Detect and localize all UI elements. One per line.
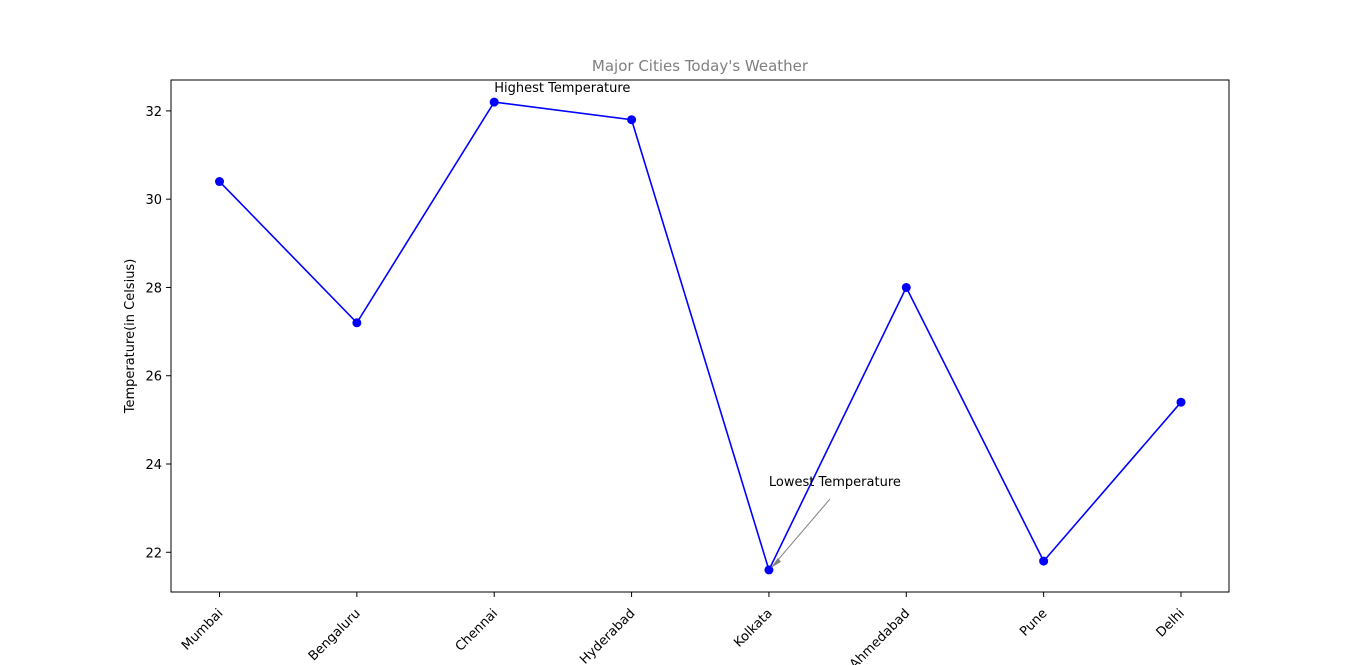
y-tick-label: 22	[145, 546, 162, 561]
annotation-arrowhead	[770, 557, 781, 568]
data-point	[352, 318, 362, 328]
y-tick-label: 32	[145, 105, 162, 120]
series-line	[218, 101, 1182, 573]
annotation-text: Lowest Temperature	[769, 475, 901, 490]
y-tick-label: 30	[145, 193, 162, 208]
data-point	[215, 177, 224, 187]
y-tick-label: 24	[145, 458, 162, 473]
annotation-text: Highest Temperature	[494, 81, 630, 96]
y-axis-label: Temperature(in Celsius)	[123, 259, 138, 415]
annotation-arrow	[771, 498, 831, 568]
x-tick-label: Kolkata	[731, 606, 775, 650]
data-point	[901, 282, 911, 292]
data-point	[627, 115, 637, 125]
x-tick-label: Mumbai	[179, 606, 226, 653]
y-tick-label: 28	[145, 281, 162, 296]
chart-title: Major Cities Today's Weather	[592, 57, 809, 75]
x-tick-label: Bengaluru	[306, 606, 364, 664]
y-tick-label: 26	[145, 370, 162, 385]
x-tick-label: Chennai	[453, 606, 501, 654]
plot-frame	[170, 79, 1230, 593]
x-tick-label: Hyderabad	[577, 606, 638, 665]
x-tick-label: Ahmedabad	[847, 606, 913, 665]
data-point	[489, 97, 499, 107]
plot-area	[171, 80, 1229, 592]
data-point	[1039, 556, 1049, 566]
data-point	[1176, 397, 1186, 407]
x-tick-label: Pune	[1017, 606, 1050, 639]
x-tick-label: Delhi	[1154, 606, 1188, 640]
